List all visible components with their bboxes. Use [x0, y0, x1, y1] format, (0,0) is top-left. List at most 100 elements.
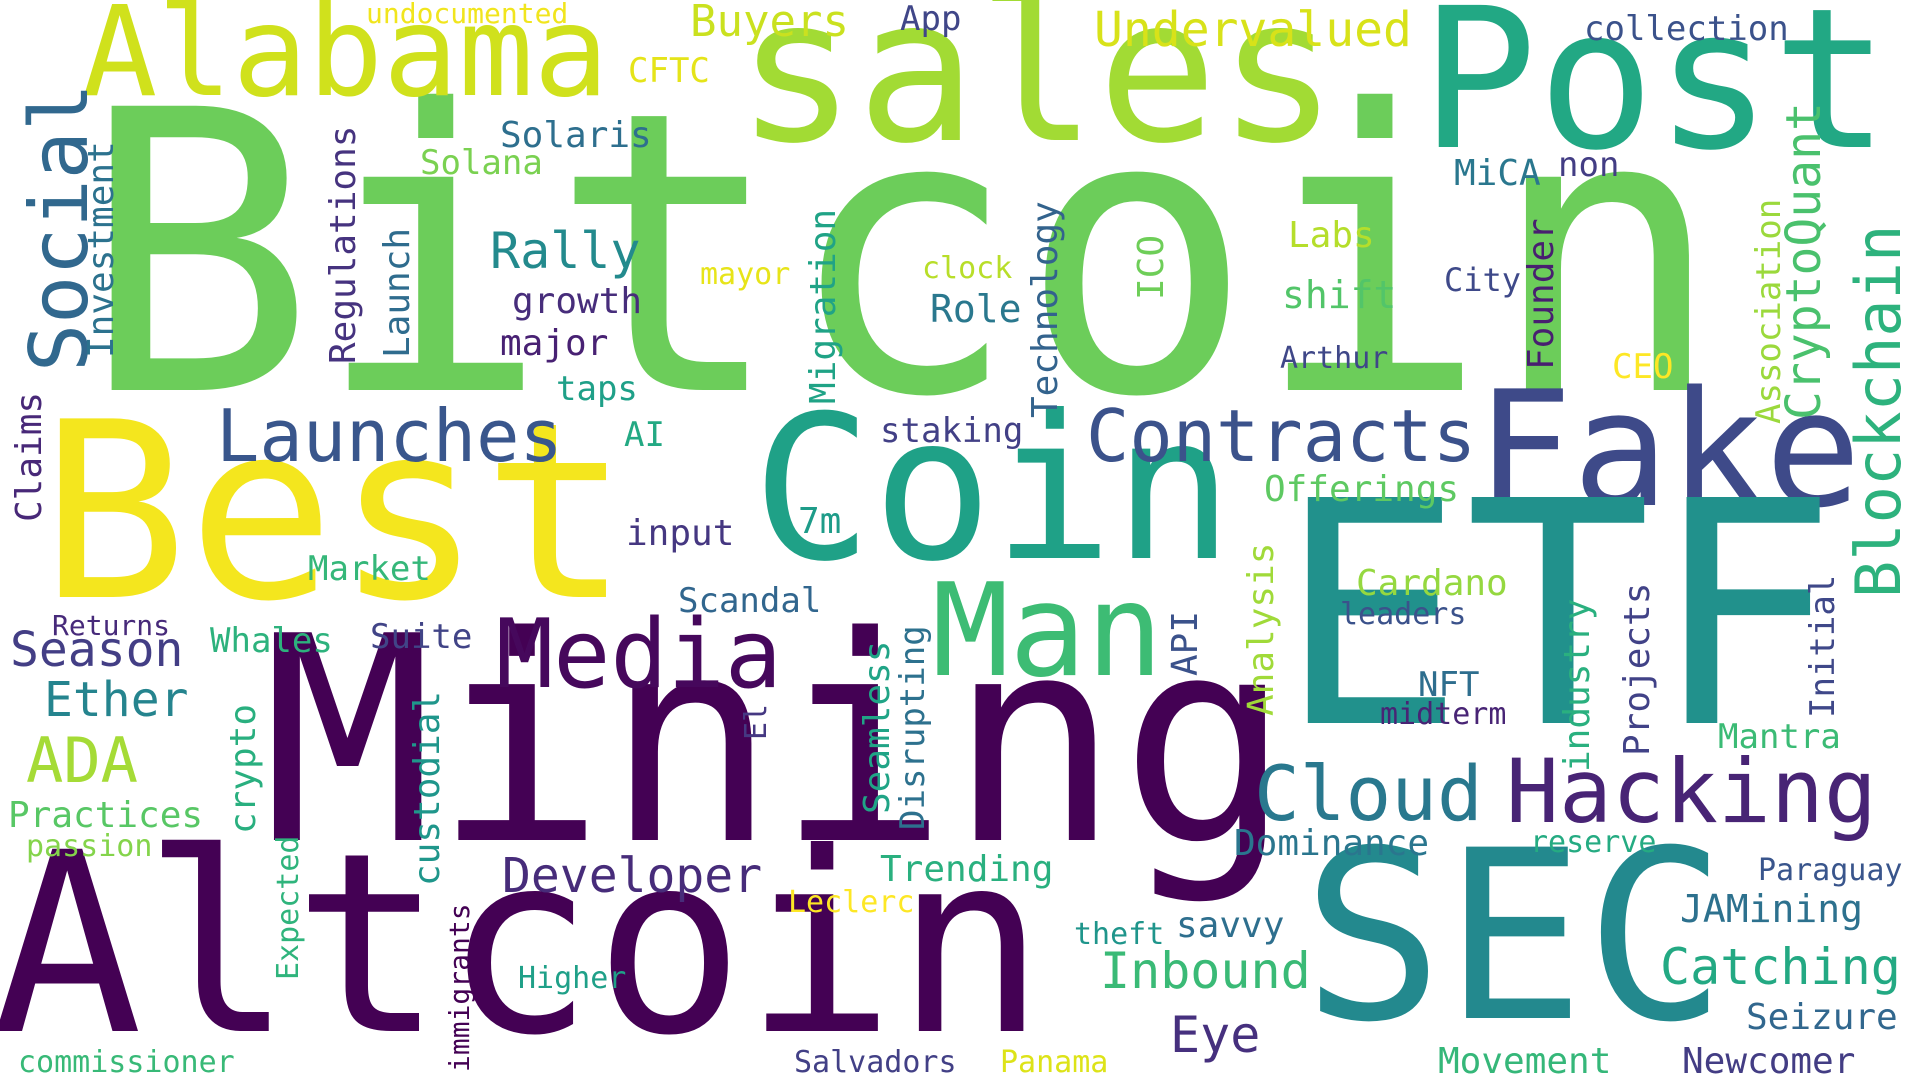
word-city: City: [1444, 261, 1522, 299]
word-ether: Ether: [44, 672, 189, 728]
word-ada: ADA: [26, 724, 138, 797]
word-seizure: Seizure: [1746, 997, 1898, 1038]
word-cftc: CFTC: [628, 51, 710, 91]
word-fake: Fake: [1476, 356, 1862, 543]
word-input: input: [626, 513, 735, 554]
word-undocumented: undocumented: [366, 0, 569, 30]
word-trending: Trending: [880, 849, 1054, 890]
word-contracts: Contracts: [1086, 394, 1477, 478]
word-whales: Whales: [210, 621, 333, 661]
word-coin: Coin: [752, 373, 1234, 606]
word-sales: sales: [736, 0, 1339, 188]
word-labs: Labs: [1288, 215, 1375, 256]
word-blockchain: Blockchain: [1842, 224, 1915, 598]
word-mantra: Mantra: [1718, 717, 1841, 757]
word-association: Association: [1749, 198, 1789, 424]
word-theft: theft: [1074, 917, 1165, 952]
word-disrupting: Disrupting: [893, 625, 933, 830]
word-newcomer: Newcomer: [1682, 1041, 1856, 1080]
word-launches: Launches: [216, 394, 563, 478]
word-clock: clock: [922, 251, 1013, 286]
word-app: App: [900, 0, 962, 39]
word-role: Role: [930, 287, 1022, 331]
word-best: Best: [40, 370, 631, 655]
word-developer: Developer: [502, 848, 763, 904]
word-cloud: Cloud: [1254, 749, 1483, 838]
word-immigrants: immigrants: [443, 903, 476, 1072]
word-salvadors: Salvadors: [794, 1045, 957, 1080]
word-founder: Founder: [1521, 218, 1562, 370]
word-bitcoin: Bitcoin: [80, 28, 1724, 482]
word-hacking: Hacking: [1506, 740, 1877, 843]
word-offerings: Offerings: [1264, 469, 1460, 510]
word-passion: passion: [26, 829, 153, 864]
word-rally: Rally: [490, 222, 641, 280]
word-arthur: Arthur: [1280, 341, 1389, 376]
word-ico: ICO: [1131, 234, 1172, 300]
word-seamless: Seamless: [857, 640, 898, 814]
word-reserve: reserve: [1530, 825, 1657, 860]
word-api: API: [1165, 610, 1206, 676]
word-el: El: [739, 703, 774, 740]
word-taps: taps: [556, 369, 638, 409]
word-industry: industry: [1557, 598, 1598, 772]
word-sec: SEC: [1302, 801, 1727, 1074]
word-savvy: savvy: [1176, 905, 1285, 946]
word-panama: Panama: [1000, 1045, 1109, 1080]
word-etf: ETF: [1278, 436, 1838, 797]
word-claims: Claims: [9, 391, 50, 522]
word-commissioner: commissioner: [18, 1045, 235, 1080]
word-higher: Higher: [518, 961, 627, 996]
word-man: Man: [932, 557, 1164, 706]
word-investment: Investment: [81, 141, 122, 358]
word-buyers: Buyers: [690, 0, 849, 47]
word-eye: Eye: [1170, 1006, 1261, 1064]
word-inbound: Inbound: [1100, 942, 1311, 1000]
word-leaders: leaders: [1340, 597, 1467, 632]
word-alabama: Alabama: [82, 0, 609, 125]
word-migration: Migration: [803, 208, 844, 404]
word-non: non: [1558, 145, 1620, 185]
word-dominance: Dominance: [1234, 823, 1430, 864]
word-catching: Catching: [1660, 938, 1901, 996]
word-staking: staking: [880, 411, 1024, 451]
word-ai: AI: [624, 415, 665, 455]
word-midterm: midterm: [1380, 697, 1507, 732]
word-returns: Returns: [52, 609, 171, 642]
word-initial: Initial: [1803, 574, 1843, 718]
word-7m: 7m: [798, 501, 842, 542]
word-analysis: Analysis: [1241, 542, 1282, 716]
word-season: Season: [10, 622, 184, 678]
word-market: Market: [308, 549, 431, 589]
word-mayor: mayor: [700, 257, 791, 292]
word-scandal: Scandal: [678, 581, 822, 621]
word-custodial: custodial: [407, 690, 448, 886]
word-suite: Suite: [370, 617, 473, 657]
word-crypto: crypto: [223, 703, 264, 834]
word-paraguay: Paraguay: [1758, 853, 1903, 888]
word-altcoin: Altcoin: [0, 799, 1046, 1080]
word-growth: growth: [512, 281, 643, 322]
word-nft: NFT: [1418, 665, 1480, 705]
word-jamining: JAMining: [1680, 887, 1864, 931]
word-media: Media: [496, 600, 782, 710]
word-collection: collection: [1584, 9, 1789, 49]
word-mining: Mining: [262, 576, 1292, 908]
word-major: major: [500, 323, 609, 364]
word-solana: Solana: [420, 143, 543, 183]
word-launch: Launch: [377, 227, 418, 358]
word-practices: Practices: [8, 795, 204, 836]
word-solaris: Solaris: [500, 115, 652, 156]
word-post: Post: [1420, 0, 1890, 193]
word-movement: Movement: [1438, 1041, 1612, 1080]
word-regulations: Regulations: [323, 125, 364, 364]
word-shift: shift: [1282, 273, 1397, 317]
word-mica: MiCA: [1454, 153, 1541, 194]
word-ceo: CEO: [1612, 347, 1674, 387]
word-expected: Expected: [271, 835, 306, 981]
word-technology: Technology: [1025, 201, 1066, 418]
word-undervalued: Undervalued: [1094, 2, 1412, 58]
word-leclerc: Leclerc: [788, 885, 915, 920]
word-projects: Projects: [1617, 582, 1658, 756]
